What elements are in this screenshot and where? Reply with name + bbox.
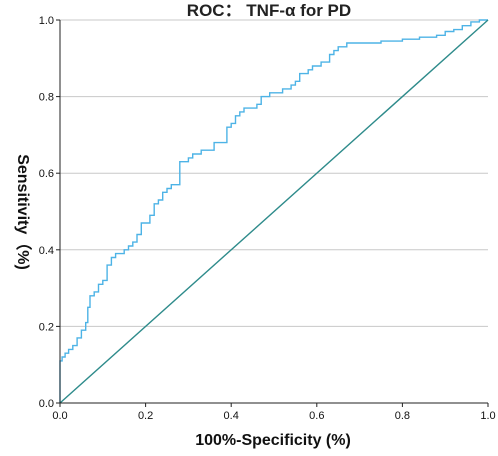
y-tick-label: 0.6 (39, 168, 54, 180)
x-tick-label: 1.0 (480, 410, 495, 422)
x-tick-label: 0.2 (138, 410, 153, 422)
y-axis-label: Sensitivity（%) (14, 154, 32, 270)
chart-title: ROC： TNF-α for PD (187, 1, 351, 20)
gridlines (60, 19, 488, 327)
x-tick-label: 0.4 (224, 410, 239, 422)
x-tick-label: 0.6 (309, 410, 324, 422)
y-tick-label: 0.0 (39, 398, 54, 410)
y-tick-labels: 0.0 0.2 0.4 0.6 0.8 1.0 (39, 15, 54, 410)
x-tick-label: 0.8 (395, 410, 410, 422)
x-tick-labels: 0.0 0.2 0.4 0.6 0.8 1.0 (52, 410, 495, 422)
y-tick-label: 0.8 (39, 92, 54, 104)
y-tick-label: 1.0 (39, 15, 54, 27)
roc-curve (59, 19, 488, 403)
x-axis-label: 100%-Specificity (%) (195, 432, 351, 449)
x-tick-label: 0.0 (52, 410, 67, 422)
y-tick-label: 0.2 (39, 321, 54, 333)
y-tick-label: 0.4 (39, 245, 54, 257)
axes (56, 19, 489, 407)
plot-series (59, 19, 489, 404)
reference-line (59, 19, 489, 404)
